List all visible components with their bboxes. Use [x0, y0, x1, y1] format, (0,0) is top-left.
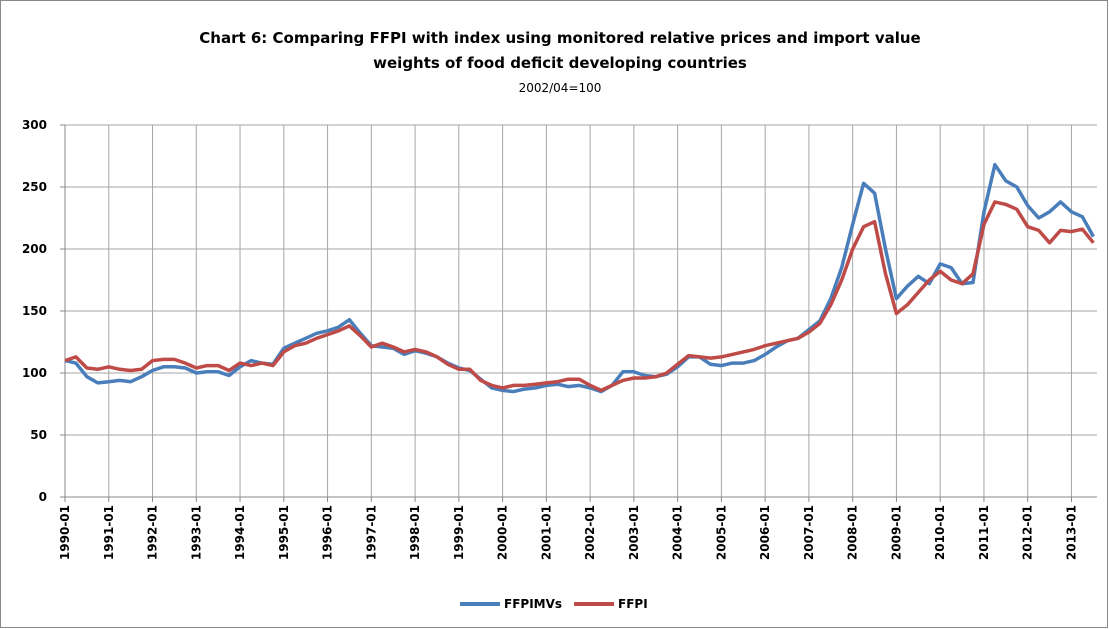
x-tick-label: 2009-01 [889, 505, 903, 560]
x-tick-label: 2001-01 [539, 505, 553, 560]
x-tick-label: 2011-01 [977, 505, 991, 560]
x-tick-label: 1998-01 [408, 505, 422, 560]
x-tick-label: 2010-01 [933, 505, 947, 560]
y-tick-label: 200 [22, 242, 47, 256]
y-tick-label: 250 [22, 180, 47, 194]
y-tick-label: 150 [22, 304, 47, 318]
x-tick-label: 2008-01 [846, 505, 860, 560]
legend-label: FFPI [618, 597, 648, 611]
x-tick-label: 2002-01 [583, 505, 597, 560]
chart-subtitle: 2002/04=100 [519, 81, 602, 95]
x-tick-label: 2007-01 [802, 505, 816, 560]
series-line [64, 200, 1095, 393]
series-line [64, 162, 1095, 394]
x-tick-label: 1996-01 [321, 505, 335, 560]
x-tick-label: 1994-01 [233, 505, 247, 560]
y-tick-label: 100 [22, 366, 47, 380]
x-tick-label: 2000-01 [496, 505, 510, 560]
y-tick-label: 50 [30, 428, 47, 442]
x-tick-label: 2005-01 [714, 505, 728, 560]
chart-title: Chart 6: Comparing FFPI with index using… [199, 29, 920, 47]
x-tick-label: 2004-01 [671, 505, 685, 560]
y-tick-label: 0 [39, 490, 47, 504]
legend-label: FFPIMVs [504, 597, 562, 611]
x-tick-label: 1995-01 [277, 505, 291, 560]
x-tick-label: 1992-01 [146, 505, 160, 560]
x-tick-label: 2006-01 [758, 505, 772, 560]
x-tick-label: 1991-01 [102, 505, 116, 560]
x-tick-label: 2013-01 [1064, 505, 1078, 560]
x-tick-label: 1993-01 [189, 505, 203, 560]
chart-title: weights of food deficit developing count… [373, 54, 747, 72]
x-tick-label: 1999-01 [452, 505, 466, 560]
y-tick-label: 300 [22, 118, 47, 132]
x-tick-label: 2003-01 [627, 505, 641, 560]
x-tick-label: 1997-01 [364, 505, 378, 560]
x-tick-label: 1990-01 [58, 505, 72, 560]
x-tick-label: 2012-01 [1021, 505, 1035, 560]
